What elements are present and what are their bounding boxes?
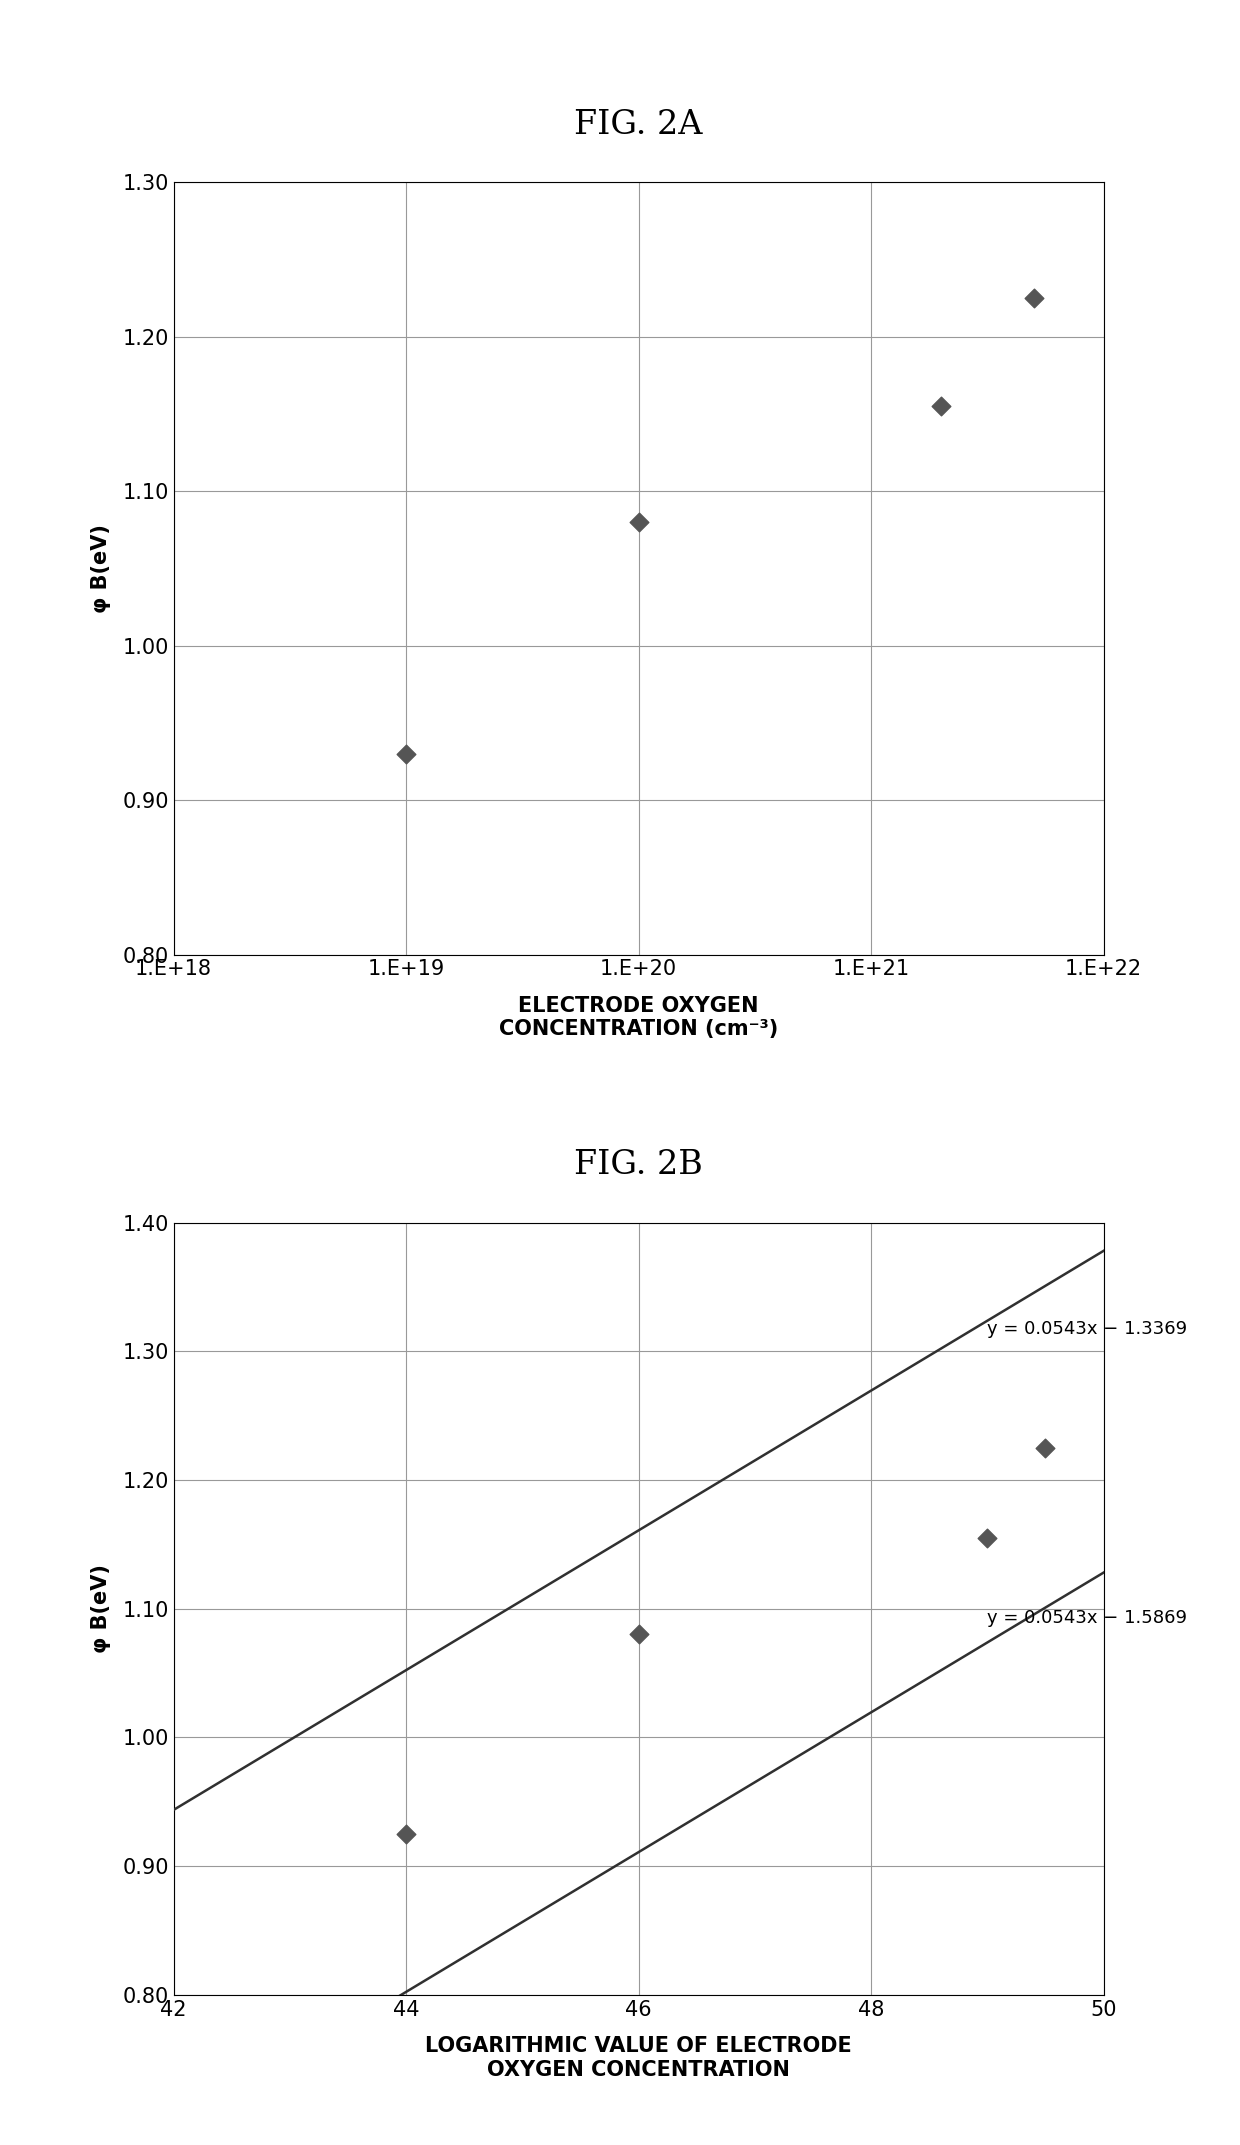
Title: FIG. 2B: FIG. 2B xyxy=(574,1150,703,1182)
Point xyxy=(396,736,415,770)
Point xyxy=(977,1521,997,1555)
Point xyxy=(931,388,951,423)
Point xyxy=(1035,1431,1055,1465)
Point xyxy=(629,1617,649,1652)
Y-axis label: φ B(eV): φ B(eV) xyxy=(91,1564,112,1654)
Point xyxy=(1024,281,1044,315)
Point xyxy=(397,1817,417,1851)
X-axis label: ELECTRODE OXYGEN
CONCENTRATION (cm⁻³): ELECTRODE OXYGEN CONCENTRATION (cm⁻³) xyxy=(498,995,779,1040)
Title: FIG. 2A: FIG. 2A xyxy=(574,109,703,142)
X-axis label: LOGARITHMIC VALUE OF ELECTRODE
OXYGEN CONCENTRATION: LOGARITHMIC VALUE OF ELECTRODE OXYGEN CO… xyxy=(425,2036,852,2081)
Point xyxy=(629,504,649,538)
Text: y = 0.0543x − 1.5869: y = 0.0543x − 1.5869 xyxy=(987,1609,1188,1626)
Text: y = 0.0543x − 1.3369: y = 0.0543x − 1.3369 xyxy=(987,1321,1188,1338)
Y-axis label: φ B(eV): φ B(eV) xyxy=(91,523,112,613)
